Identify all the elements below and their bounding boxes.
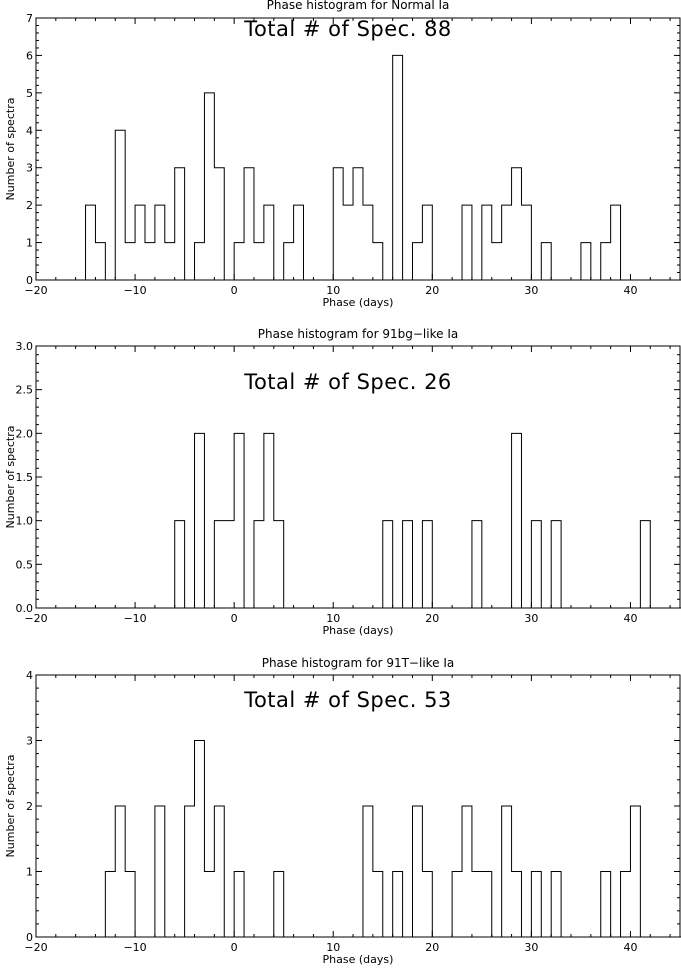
x-tick-label: 40 bbox=[623, 612, 637, 625]
y-tick-label: 1 bbox=[26, 866, 33, 879]
histogram-step-line bbox=[36, 54, 681, 281]
y-tick-label: 0.0 bbox=[16, 602, 34, 615]
y-axis-label: Number of spectra bbox=[4, 98, 17, 201]
x-tick-label: −20 bbox=[24, 941, 47, 954]
x-tick-label: 10 bbox=[326, 941, 340, 954]
x-tick-label: 20 bbox=[425, 284, 439, 297]
y-tick-label: 2 bbox=[26, 199, 33, 212]
y-tick-label: 3 bbox=[26, 162, 33, 175]
histogram-step-line bbox=[36, 740, 681, 938]
histogram-panel-3: −20 −10 0 10 20 30 40 0 1 2 3 4 Phase histogram for … bbox=[4, 656, 681, 966]
histogram-step-line bbox=[36, 432, 681, 609]
y-tick-label: 2.0 bbox=[16, 427, 34, 440]
chart-title: Phase histogram for 91T−like Ia bbox=[262, 656, 455, 670]
x-tick-label: 10 bbox=[326, 612, 340, 625]
x-tick-label: 20 bbox=[425, 941, 439, 954]
x-tick-label: 30 bbox=[524, 941, 538, 954]
x-tick-label: 20 bbox=[425, 612, 439, 625]
x-tick-label: 40 bbox=[623, 941, 637, 954]
plot-frame bbox=[35, 674, 681, 938]
y-tick-label: 4 bbox=[26, 124, 33, 137]
y-tick-label: 3 bbox=[26, 735, 33, 748]
y-tick-label: 5 bbox=[26, 87, 33, 100]
y-tick-label: 4 bbox=[26, 669, 33, 682]
x-tick-label: −20 bbox=[24, 612, 47, 625]
y-tick-label: 1 bbox=[26, 237, 33, 250]
y-tick-label: 2.5 bbox=[16, 384, 34, 397]
x-tick-label: 30 bbox=[524, 284, 538, 297]
y-tick-label: 6 bbox=[26, 49, 33, 62]
y-tick-label: 1.5 bbox=[16, 471, 34, 484]
plot-frame bbox=[35, 17, 681, 281]
x-axis-label: Phase (days) bbox=[323, 624, 394, 637]
x-axis-label: Phase (days) bbox=[323, 296, 394, 309]
x-tick-label: 0 bbox=[231, 612, 238, 625]
y-tick-label: 2 bbox=[26, 800, 33, 813]
x-tick-label: −10 bbox=[123, 284, 146, 297]
y-axis-label: Number of spectra bbox=[4, 426, 17, 529]
x-axis-label: Phase (days) bbox=[323, 953, 394, 966]
x-tick-label: −20 bbox=[24, 284, 47, 297]
y-axis-label: Number of spectra bbox=[4, 755, 17, 858]
total-spectra-annotation: Total # of Spec. 53 bbox=[243, 688, 452, 712]
x-tick-label: −10 bbox=[123, 941, 146, 954]
y-tick-label: 3.0 bbox=[16, 340, 34, 353]
histogram-panel-1: −20 −10 0 10 20 30 40 0 1 2 3 4 5 6 7 Phase histogram f… bbox=[4, 0, 681, 309]
x-tick-label: 0 bbox=[231, 284, 238, 297]
total-spectra-annotation: Total # of Spec. 26 bbox=[243, 370, 452, 394]
histogram-panel-2: −20 −10 0 10 20 30 40 0.0 0.5 1.0 1.5 2.0 2.5 3.0 Phas… bbox=[4, 327, 681, 637]
y-tick-label: 1.0 bbox=[16, 515, 34, 528]
total-spectra-annotation: Total # of Spec. 88 bbox=[243, 17, 452, 41]
y-tick-label: 7 bbox=[26, 12, 33, 25]
x-tick-label: −10 bbox=[123, 612, 146, 625]
y-tick-label: 0 bbox=[26, 274, 33, 287]
x-tick-label: 40 bbox=[623, 284, 637, 297]
x-tick-label: 0 bbox=[231, 941, 238, 954]
y-tick-label: 0.5 bbox=[16, 558, 34, 571]
x-tick-label: 30 bbox=[524, 612, 538, 625]
y-tick-label: 0 bbox=[26, 931, 33, 944]
x-tick-label: 10 bbox=[326, 284, 340, 297]
chart-title: Phase histogram for 91bg−like Ia bbox=[258, 327, 458, 341]
chart-title: Phase histogram for Normal Ia bbox=[267, 0, 450, 12]
